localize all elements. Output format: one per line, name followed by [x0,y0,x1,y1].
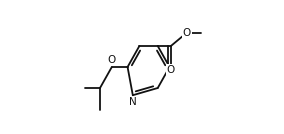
Text: N: N [129,97,137,107]
Text: O: O [108,55,116,65]
Text: O: O [167,65,175,75]
Text: O: O [183,28,191,38]
